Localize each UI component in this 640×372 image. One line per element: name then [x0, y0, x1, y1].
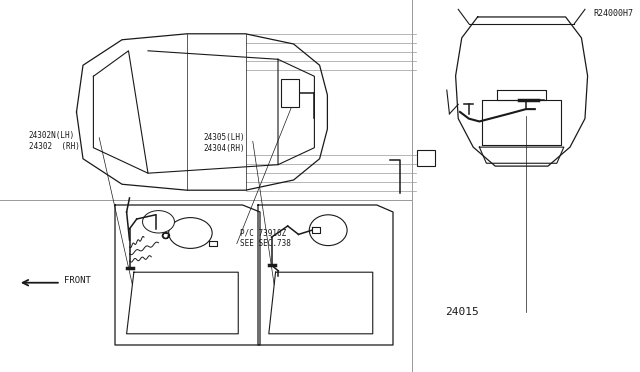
- Text: 24304(RH): 24304(RH): [204, 144, 245, 153]
- Ellipse shape: [309, 215, 347, 246]
- Ellipse shape: [169, 218, 212, 248]
- Text: SEE SEC.738: SEE SEC.738: [240, 239, 291, 248]
- Text: 24305(LH): 24305(LH): [204, 133, 245, 142]
- Text: R24000H7: R24000H7: [594, 9, 634, 18]
- Text: 24302N(LH): 24302N(LH): [29, 131, 75, 140]
- Bar: [417, 150, 435, 166]
- Text: A: A: [423, 153, 429, 163]
- Bar: [280, 79, 299, 107]
- Text: 24302  (RH): 24302 (RH): [29, 142, 79, 151]
- Text: P/C 73910Z: P/C 73910Z: [240, 228, 286, 237]
- Ellipse shape: [143, 211, 175, 233]
- Text: 24015: 24015: [445, 308, 479, 317]
- Text: FRONT: FRONT: [64, 276, 91, 285]
